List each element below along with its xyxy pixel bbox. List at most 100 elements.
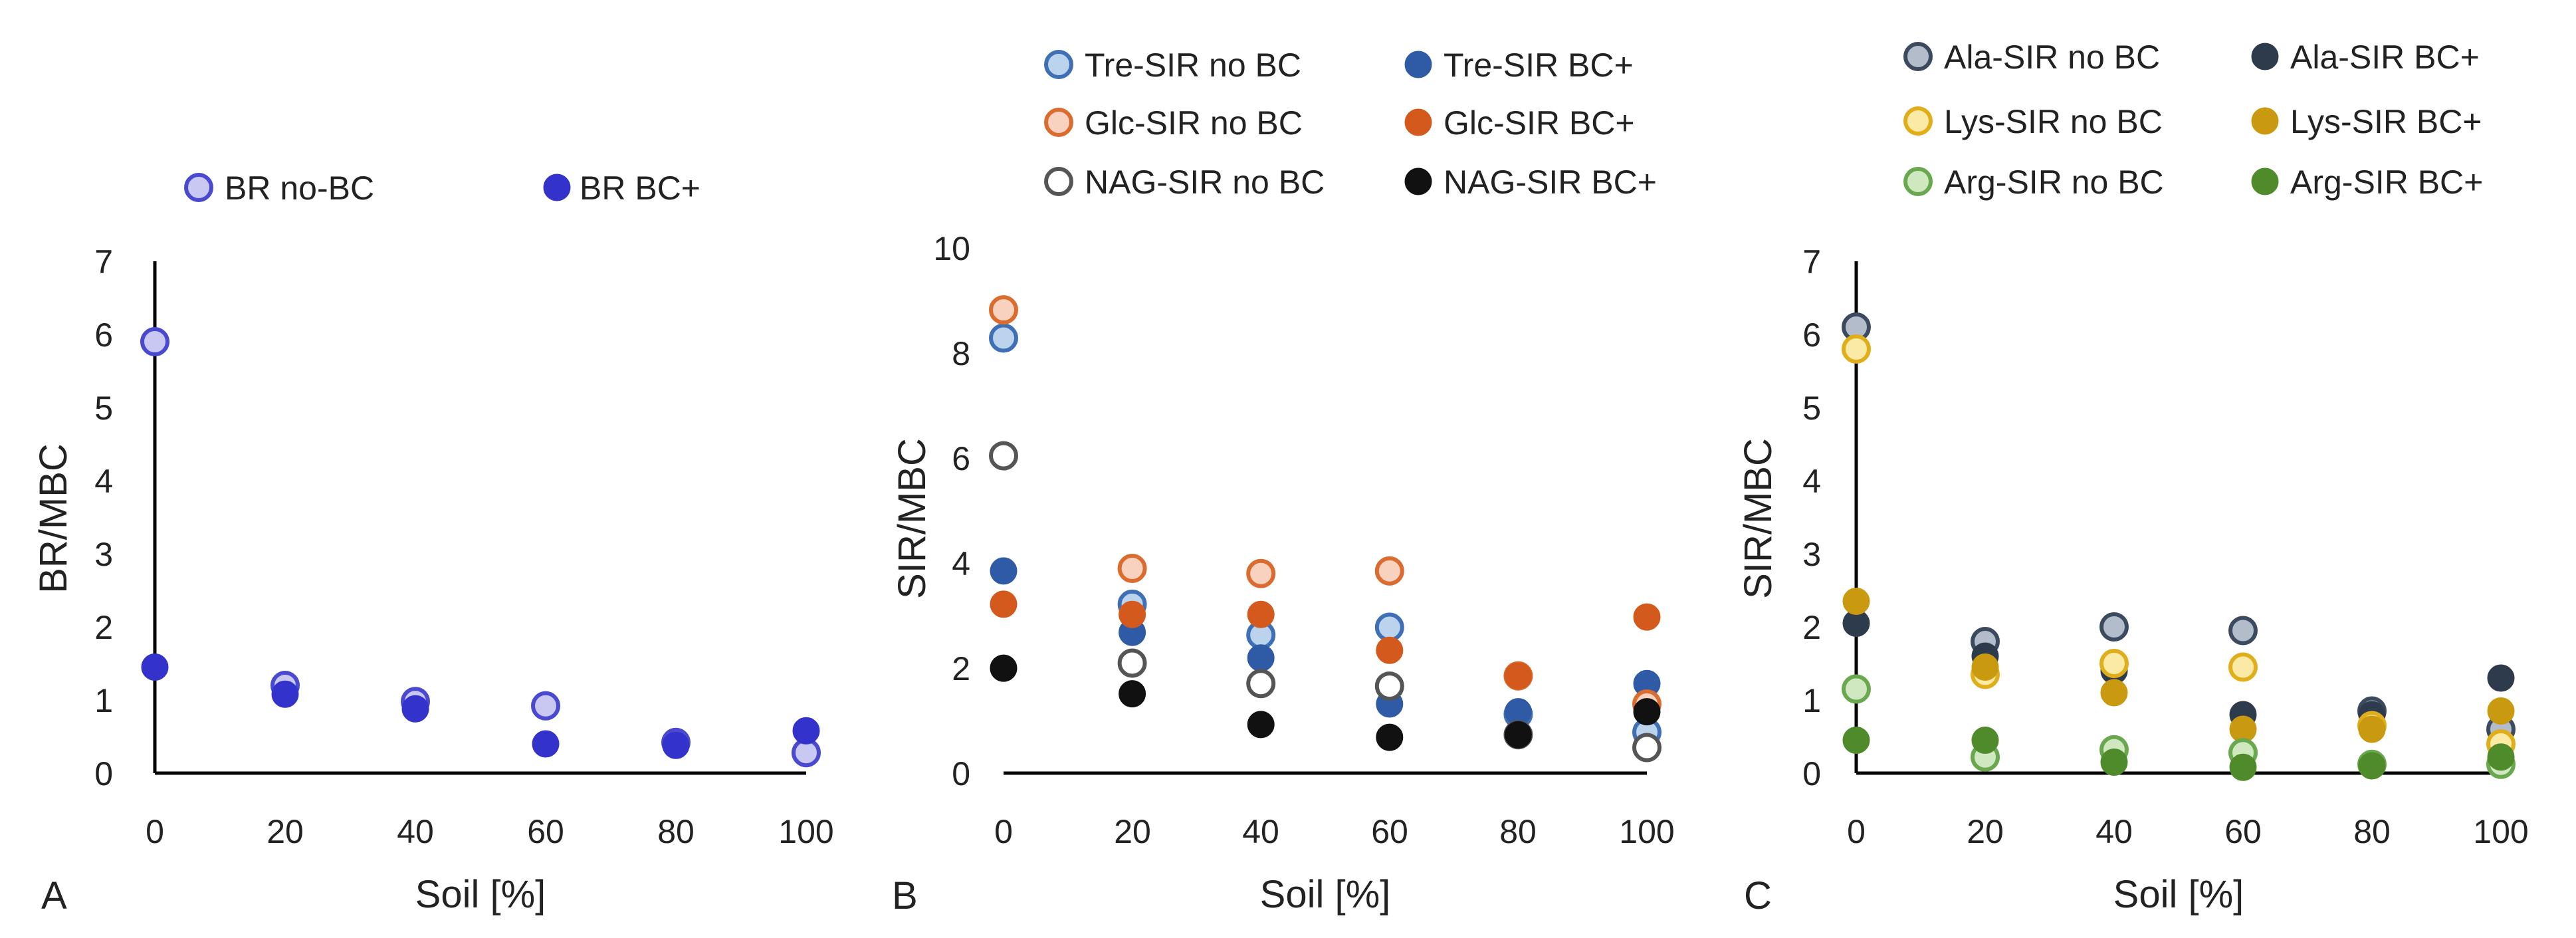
legend-label-glc-sir-bc-plus: Glc-SIR BC+ [1444, 104, 1635, 142]
panel-a-y-ticks: 0 1 2 3 4 5 6 7 [94, 243, 113, 792]
panel-c-y-tick-label: 6 [1802, 316, 1821, 354]
legend-marker-arg-sir-no-bc [1903, 167, 1933, 196]
legend-label-lys-sir-no-bc: Lys-SIR no BC [1944, 103, 2163, 140]
panel-b-y-tick-label: 8 [952, 335, 970, 372]
panel-a-y-tick-label: 4 [94, 463, 113, 500]
data-point-nag-sir-no-bc [1117, 648, 1147, 678]
panel-c-y-tick-label: 3 [1802, 536, 1821, 573]
data-point-lys-sir-bc-plus [1842, 588, 1870, 615]
data-point-nag-sir-bc-plus [1119, 680, 1146, 708]
panel-a-x-tick-label: 40 [397, 813, 434, 850]
panel-c-y-tick-label: 4 [1802, 463, 1821, 500]
panel-c-markers [1842, 312, 2516, 781]
legend-label-glc-sir-no-bc: Glc-SIR no BC [1085, 104, 1303, 142]
panel-a-label: A [41, 874, 67, 917]
panel-b-x-tick-label: 80 [1499, 813, 1537, 850]
legend-marker-tre-sir-no-bc [1044, 50, 1073, 79]
panel-b-x-ticks: 0 20 40 60 80 100 [994, 813, 1675, 850]
data-point-lys-sir-no-bc [2228, 652, 2258, 682]
data-point-glc-sir-no-bc [1246, 558, 1276, 588]
panel-b-markers [989, 295, 1662, 762]
panel-c-y-tick-label: 7 [1802, 243, 1821, 281]
panel-a-y-axis-title: BR/MBC [32, 443, 75, 594]
legend-label-ala-sir-no-bc: Ala-SIR no BC [1944, 39, 2160, 76]
panel-a-y-tick-label: 1 [94, 682, 113, 719]
legend-label-arg-sir-bc-plus: Arg-SIR BC+ [2290, 164, 2483, 201]
legend-label-arg-sir-no-bc: Arg-SIR no BC [1944, 164, 2164, 201]
data-point-nag-sir-no-bc [1632, 733, 1662, 762]
data-point-arg-sir-bc-plus [2229, 753, 2257, 781]
data-point-lys-sir-no-bc [1842, 334, 1871, 364]
panel-c-y-tick-label: 5 [1802, 390, 1821, 427]
panel-b-y-ticks: 0 2 4 6 8 10 [933, 230, 970, 792]
legend-marker-glc-sir-no-bc [1044, 108, 1073, 137]
legend-marker-arg-sir-bc-plus [2251, 168, 2279, 195]
data-point-nag-sir-bc-plus [1376, 723, 1404, 751]
legend-label-br-bc-plus: BR BC+ [580, 170, 700, 207]
panel-b-y-tick-label: 6 [952, 440, 970, 477]
panel-a-y-tick-label: 0 [94, 755, 113, 792]
legend-label-nag-sir-bc-plus: NAG-SIR BC+ [1444, 164, 1657, 201]
legend-marker-glc-sir-bc-plus [1404, 108, 1432, 136]
data-point-br-bc-plus [401, 695, 429, 723]
legend-marker-br-bc-plus [543, 174, 571, 201]
legend-marker-tre-sir-bc-plus [1404, 51, 1432, 78]
data-point-br-bc-plus [792, 717, 820, 745]
panel-c-y-axis-title: SIR/MBC [1737, 438, 1780, 599]
panel-b-y-tick-label: 0 [952, 755, 970, 792]
panel-c-y-tick-label: 0 [1802, 755, 1821, 792]
legend-label-ala-sir-bc-plus: Ala-SIR BC+ [2290, 39, 2480, 76]
legend-label-tre-sir-no-bc: Tre-SIR no BC [1085, 47, 1301, 84]
data-point-br-bc-plus [532, 730, 560, 758]
legend-marker-ala-sir-bc-plus [2251, 43, 2279, 70]
panel-a-x-tick-label: 20 [267, 813, 304, 850]
data-point-br-bc-plus [141, 653, 169, 681]
data-point-lys-sir-bc-plus [1971, 653, 1999, 681]
panel-b-x-tick-label: 20 [1114, 813, 1151, 850]
data-point-lys-sir-bc-plus [2358, 715, 2386, 743]
panel-b-y-tick-label: 2 [952, 650, 970, 687]
panel-b-x-tick-label: 100 [1619, 813, 1674, 850]
data-point-glc-sir-no-bc [1374, 556, 1404, 586]
panel-a-y-tick-label: 3 [94, 536, 113, 573]
panel-b-x-tick-label: 40 [1242, 813, 1279, 850]
panel-a-x-tick-label: 0 [146, 813, 164, 850]
panel-c-x-tick-label: 100 [2473, 813, 2528, 850]
panel-c-x-tick-label: 60 [2224, 813, 2262, 850]
panel-c-x-tick-label: 40 [2095, 813, 2133, 850]
data-point-nag-sir-no-bc [1246, 669, 1276, 699]
legend-label-br-no-bc: BR no-BC [225, 170, 374, 207]
panel-a-x-ticks: 0 20 40 60 80 100 [146, 813, 834, 850]
data-point-glc-sir-no-bc [1117, 554, 1147, 583]
panel-c-x-ticks: 0 20 40 60 80 100 [1847, 813, 2529, 850]
panel-a-axes [153, 261, 806, 775]
data-point-lys-sir-bc-plus [2487, 697, 2515, 725]
panel-c: Ala-SIR no BC Ala-SIR BC+ Lys-SIR no BC … [1737, 39, 2529, 917]
panel-c-x-axis-title: Soil [%] [2113, 873, 2244, 916]
data-point-nag-sir-no-bc [1374, 671, 1404, 701]
panel-c-legend: Ala-SIR no BC Ala-SIR BC+ Lys-SIR no BC … [1903, 39, 2483, 201]
legend-marker-nag-sir-no-bc [1044, 167, 1073, 196]
data-point-nag-sir-bc-plus [1633, 698, 1661, 726]
data-point-lys-sir-bc-plus [2100, 679, 2128, 707]
data-point-tre-sir-bc-plus [990, 557, 1018, 585]
panel-c-x-tick-label: 80 [2353, 813, 2391, 850]
panel-a-markers [140, 327, 821, 768]
panel-a-x-tick-label: 80 [657, 813, 695, 850]
panel-a: BR no-BC BR BC+ 0 1 2 3 4 5 6 7 0 20 40 … [32, 170, 834, 917]
panel-c-label: C [1744, 874, 1772, 917]
panel-a-y-tick-label: 7 [94, 243, 113, 281]
panel-b-label: B [892, 874, 918, 917]
panel-b-x-axis-title: Soil [%] [1260, 873, 1391, 916]
panel-b-y-axis-title: SIR/MBC [891, 438, 934, 599]
data-point-nag-sir-no-bc [989, 441, 1018, 471]
panel-c-x-tick-label: 0 [1847, 813, 1866, 850]
data-point-glc-sir-bc-plus [1247, 600, 1275, 628]
panel-b-legend: Tre-SIR no BC Tre-SIR BC+ Glc-SIR no BC … [1044, 47, 1657, 201]
panel-c-y-ticks: 0 1 2 3 4 5 6 7 [1802, 243, 1821, 792]
data-point-br-bc-plus [662, 731, 690, 759]
panel-a-y-tick-label: 5 [94, 390, 113, 427]
panel-c-axes [1854, 261, 2501, 775]
data-point-arg-sir-bc-plus [2487, 743, 2515, 771]
